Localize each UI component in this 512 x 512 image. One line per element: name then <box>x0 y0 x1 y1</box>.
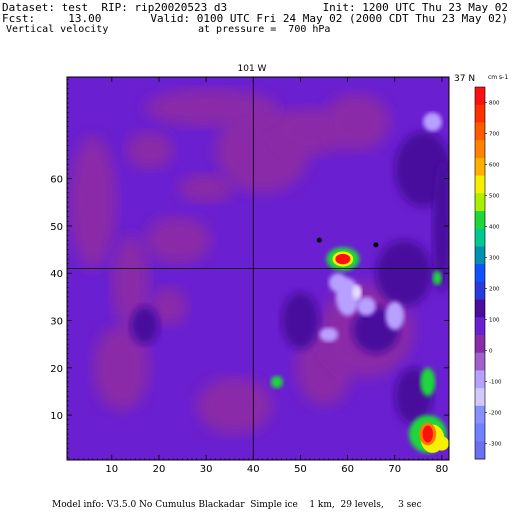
colorbar-tick-label: -200 <box>489 411 502 417</box>
y-tick-label: 20 <box>50 364 63 375</box>
colorbar-swatch <box>475 352 485 371</box>
colorbar-tick-label: 500 <box>489 194 500 200</box>
field-feature <box>357 296 376 316</box>
colorbar-swatch <box>475 193 485 212</box>
field-feature <box>432 159 449 293</box>
colorbar-swatch <box>475 122 485 141</box>
field-feature <box>319 327 339 342</box>
colorbar-tick-label: 200 <box>489 287 500 293</box>
x-tick-label: 50 <box>294 464 307 475</box>
colorbar-swatch <box>475 157 485 177</box>
x-tick-label: 70 <box>388 464 401 475</box>
colorbar-swatch <box>475 317 485 336</box>
field-feature <box>144 216 211 264</box>
colorbar-swatch <box>475 405 485 425</box>
colorbar-tick-label: 800 <box>489 101 500 107</box>
field-feature <box>177 173 235 203</box>
colorbar-swatch <box>475 335 485 354</box>
field-feature <box>125 131 174 170</box>
field-feature <box>281 292 320 349</box>
header-line1-left: Dataset: test RIP: rip20020523 d3 <box>2 1 228 14</box>
top-label-lon: 101 W <box>238 64 267 74</box>
colorbar-tick-label: 400 <box>489 225 500 231</box>
colorbar-frame <box>474 86 486 460</box>
field-feature <box>130 306 159 345</box>
colorbar-swatch <box>475 211 485 230</box>
x-tick-label: 60 <box>341 464 354 475</box>
y-tick-label: 60 <box>50 175 63 186</box>
colorbar-tick-label: -100 <box>489 380 502 386</box>
colorbar-swatch <box>475 388 485 407</box>
field-feature <box>335 253 351 265</box>
x-tick-label: 20 <box>153 464 166 475</box>
header-line3-left: Vertical velocity <box>6 24 109 35</box>
colorbar-swatch <box>475 299 485 318</box>
x-axis: 10 20 30 40 50 60 70 80 <box>69 77 448 475</box>
field-feature <box>422 425 433 443</box>
colorbar-tick-label: 600 <box>489 163 500 169</box>
colorbar-swatch <box>475 441 485 460</box>
y-tick-label: 40 <box>50 269 63 280</box>
colorbar-swatch <box>475 281 485 301</box>
colorbar-swatch <box>475 423 485 442</box>
colorbar-swatch <box>475 264 485 283</box>
x-tick-label: 30 <box>200 464 213 475</box>
field-feature <box>149 287 188 326</box>
field-feature <box>92 325 150 411</box>
colorbar-swatch <box>475 104 485 123</box>
field-feature <box>432 270 442 286</box>
colorbar-swatch <box>475 175 485 194</box>
colorbar-tick-label: -300 <box>489 442 502 448</box>
crosshair <box>67 77 449 460</box>
field-feature <box>352 285 362 300</box>
header-line2-right: Valid: 0100 UTC Fri 24 May 02 (2000 CDT … <box>150 12 508 25</box>
colorbar-tick-label: 0 <box>489 349 493 355</box>
top-label-lat: 37 N <box>454 74 475 84</box>
colorbar-swatch <box>475 246 485 265</box>
y-tick-label: 10 <box>50 411 63 422</box>
x-tick-label: 40 <box>247 464 260 475</box>
field-feature <box>69 136 117 269</box>
colorbar-swatch <box>475 140 485 159</box>
field-feature <box>375 240 433 307</box>
x-tick-label: 80 <box>436 464 449 475</box>
colorbar-tick-label: 700 <box>489 132 500 138</box>
field-feature <box>111 235 150 330</box>
footer-model-info: Model info: V3.5.0 No Cumulus Blackadar … <box>52 500 422 510</box>
colorbar-swatch <box>475 370 485 389</box>
colorbar-swatch <box>475 87 485 106</box>
colorbar-swatch <box>475 228 485 247</box>
field-feature <box>196 377 273 434</box>
header-line2-left: Fcst: 13.00 <box>2 12 102 25</box>
colorbar: 800 700 600 500 400 300 200 100 0 -100 -200 -300 <box>474 86 502 460</box>
field-feature <box>420 367 436 397</box>
field-feature <box>270 375 283 389</box>
field-feature <box>423 112 442 132</box>
location-point <box>316 237 322 243</box>
y-axis: 10 20 30 40 50 60 <box>50 79 449 458</box>
x-tick-label: 10 <box>105 464 118 475</box>
colorbar-tick-label: 100 <box>489 318 500 324</box>
colorbar-unit: cm s-1 <box>488 74 508 81</box>
field-feature <box>324 93 391 151</box>
location-points <box>316 237 379 248</box>
location-point <box>373 242 379 248</box>
header-line1-right: Init: 1200 UTC Thu 23 May 02 <box>322 1 508 14</box>
field-feature <box>328 273 348 293</box>
y-tick-label: 50 <box>50 222 63 233</box>
header-line3-right: at pressure = 700 hPa <box>198 24 331 35</box>
field-feature <box>144 88 277 127</box>
field-feature <box>385 301 405 330</box>
field-feature <box>434 436 449 451</box>
colorbar-tick-label: 300 <box>489 256 500 262</box>
y-tick-label: 30 <box>50 317 63 328</box>
